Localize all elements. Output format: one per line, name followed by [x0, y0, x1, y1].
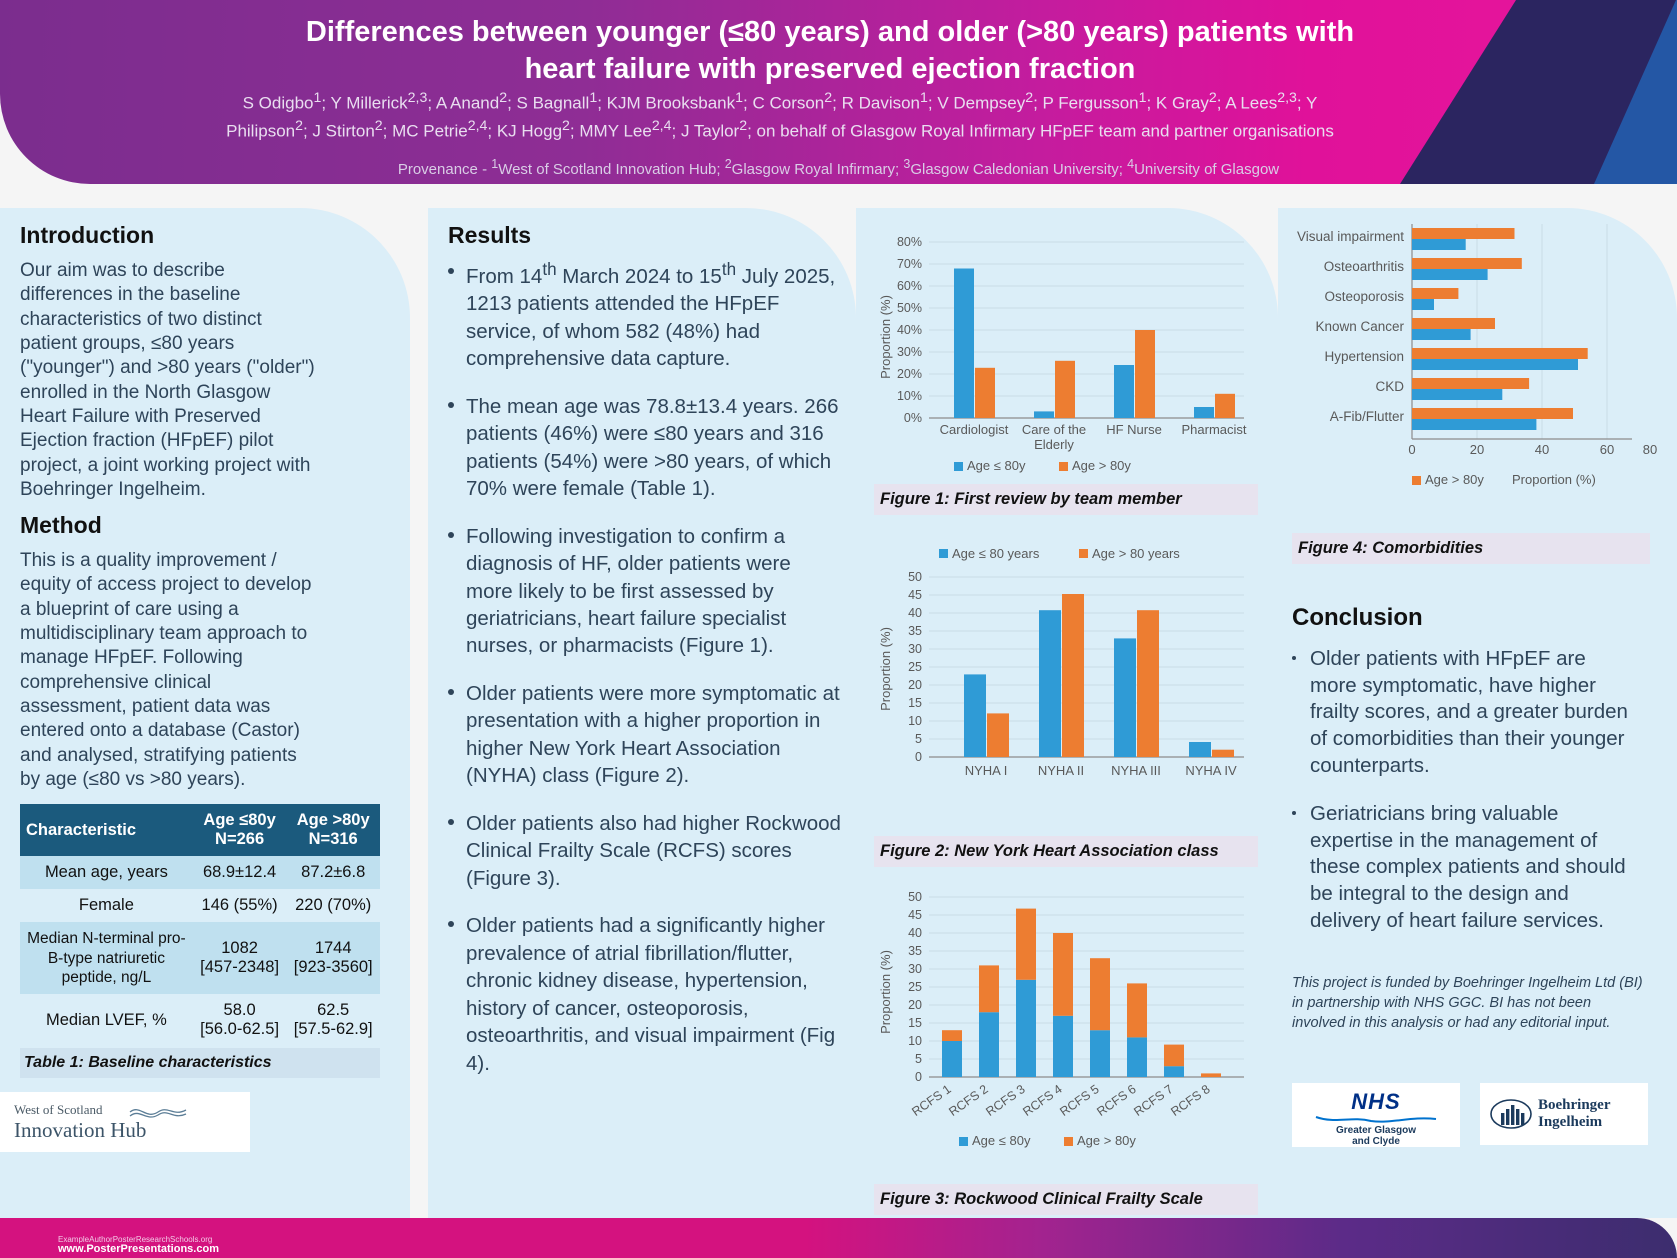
svg-text:35: 35	[908, 944, 922, 958]
svg-text:Elderly: Elderly	[1034, 437, 1074, 452]
svg-text:30%: 30%	[897, 345, 922, 359]
svg-text:Pharmacist: Pharmacist	[1181, 422, 1246, 437]
svg-text:40: 40	[908, 926, 922, 940]
svg-text:Age > 80y: Age > 80y	[1425, 472, 1484, 487]
svg-text:60: 60	[1600, 442, 1614, 457]
svg-text:Age ≤ 80y: Age ≤ 80y	[972, 1133, 1031, 1148]
svg-text:10: 10	[908, 714, 922, 728]
svg-text:80%: 80%	[897, 235, 922, 249]
svg-text:A-Fib/Flutter: A-Fib/Flutter	[1330, 409, 1405, 424]
svg-text:RCFS 7: RCFS 7	[1131, 1082, 1175, 1119]
svg-text:10: 10	[908, 1034, 922, 1048]
svg-text:0: 0	[915, 750, 922, 764]
svg-text:40: 40	[908, 606, 922, 620]
svg-text:NYHA IV: NYHA IV	[1185, 763, 1237, 778]
svg-text:RCFS 2: RCFS 2	[946, 1082, 990, 1119]
svg-text:70%: 70%	[897, 257, 922, 271]
svg-text:20%: 20%	[897, 367, 922, 381]
svg-text:5: 5	[915, 732, 922, 746]
svg-text:RCFS 5: RCFS 5	[1057, 1082, 1101, 1119]
svg-text:Age ≤ 80y: Age ≤ 80y	[967, 458, 1026, 473]
svg-text:25: 25	[908, 660, 922, 674]
svg-text:5: 5	[915, 1052, 922, 1066]
svg-text:Age ≤ 80 years: Age ≤ 80 years	[952, 546, 1040, 561]
svg-text:30: 30	[908, 962, 922, 976]
svg-text:40: 40	[1535, 442, 1549, 457]
svg-text:Known Cancer: Known Cancer	[1315, 319, 1404, 334]
svg-text:Cardiologist: Cardiologist	[940, 422, 1009, 437]
svg-text:30: 30	[908, 642, 922, 656]
svg-text:RCFS 6: RCFS 6	[1094, 1082, 1138, 1119]
svg-text:RCFS 4: RCFS 4	[1020, 1082, 1064, 1119]
svg-text:80: 80	[1643, 442, 1657, 457]
svg-text:35: 35	[908, 624, 922, 638]
svg-text:Proportion (%): Proportion (%)	[878, 627, 893, 711]
svg-text:Osteoarthritis: Osteoarthritis	[1324, 259, 1405, 274]
svg-text:CKD: CKD	[1375, 379, 1404, 394]
svg-text:Proportion (%): Proportion (%)	[878, 950, 893, 1034]
svg-text:50: 50	[908, 890, 922, 904]
svg-text:0%: 0%	[904, 411, 922, 425]
svg-text:60%: 60%	[897, 279, 922, 293]
svg-text:50: 50	[908, 570, 922, 584]
svg-text:Care of the: Care of the	[1022, 422, 1086, 437]
svg-text:Hypertension: Hypertension	[1324, 349, 1404, 364]
svg-text:25: 25	[908, 980, 922, 994]
svg-text:RCFS 8: RCFS 8	[1168, 1082, 1212, 1119]
svg-text:RCFS 1: RCFS 1	[909, 1082, 953, 1119]
svg-text:15: 15	[908, 696, 922, 710]
svg-text:40%: 40%	[897, 323, 922, 337]
svg-text:50%: 50%	[897, 301, 922, 315]
svg-text:Age > 80y: Age > 80y	[1072, 458, 1131, 473]
svg-text:Osteoporosis: Osteoporosis	[1324, 289, 1404, 304]
svg-text:20: 20	[908, 678, 922, 692]
svg-text:Proportion (%): Proportion (%)	[1512, 472, 1596, 487]
svg-text:15: 15	[908, 1016, 922, 1030]
svg-text:NYHA I: NYHA I	[965, 763, 1008, 778]
svg-text:Visual impairment: Visual impairment	[1297, 229, 1404, 244]
svg-text:Proportion (%): Proportion (%)	[878, 295, 893, 379]
svg-text:20: 20	[1470, 442, 1484, 457]
svg-text:NYHA III: NYHA III	[1111, 763, 1161, 778]
svg-text:HF Nurse: HF Nurse	[1106, 422, 1162, 437]
svg-text:10%: 10%	[897, 389, 922, 403]
svg-text:45: 45	[908, 588, 922, 602]
svg-text:Age > 80 years: Age > 80 years	[1092, 546, 1180, 561]
svg-text:45: 45	[908, 908, 922, 922]
svg-text:NYHA II: NYHA II	[1038, 763, 1084, 778]
svg-text:20: 20	[908, 998, 922, 1012]
svg-text:0: 0	[915, 1070, 922, 1084]
svg-text:RCFS 3: RCFS 3	[983, 1082, 1027, 1119]
svg-text:Age > 80y: Age > 80y	[1077, 1133, 1136, 1148]
svg-text:0: 0	[1408, 442, 1415, 457]
